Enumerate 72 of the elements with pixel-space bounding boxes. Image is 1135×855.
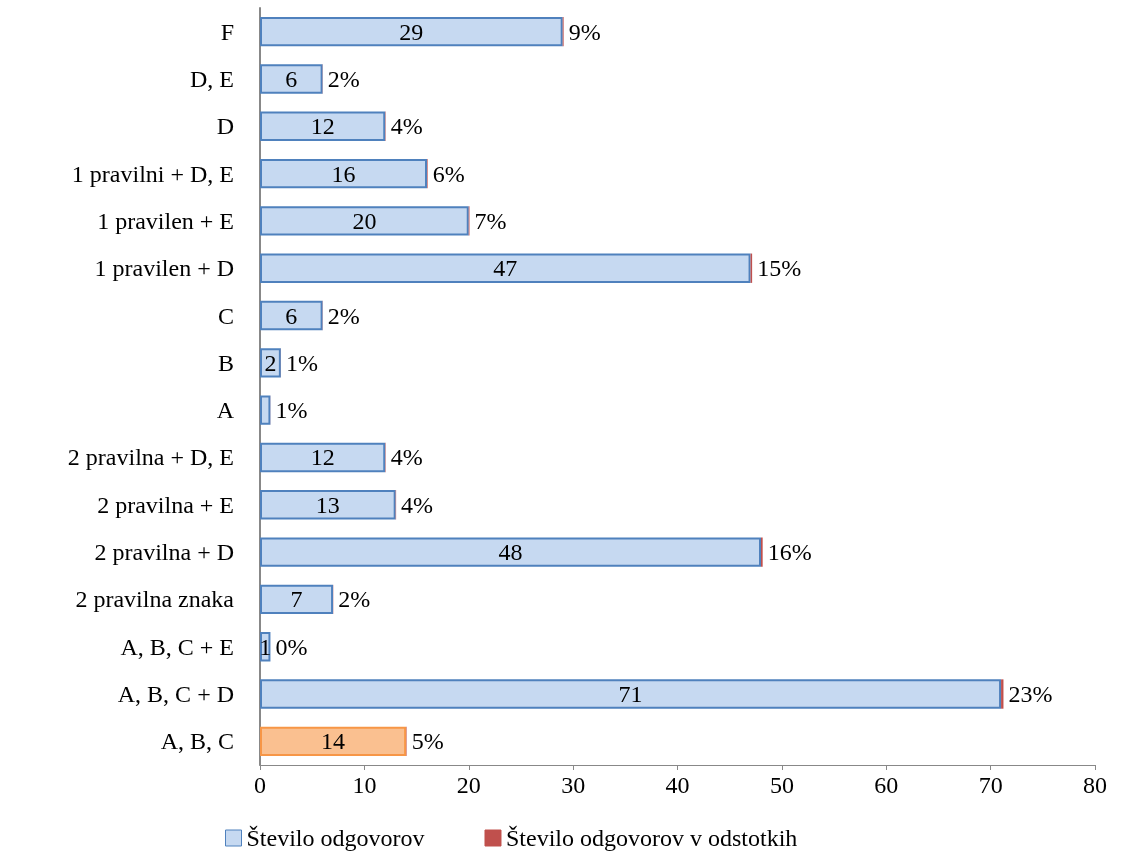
- bar: [260, 64, 323, 94]
- data-label: 6%: [432, 160, 465, 187]
- data-label: 23%: [1008, 681, 1053, 708]
- bar: [260, 253, 751, 283]
- bar: [260, 490, 396, 520]
- data-label: 2%: [338, 586, 371, 613]
- bar: [260, 537, 761, 567]
- y-tick-label: D: [216, 113, 234, 140]
- data-label: 12: [310, 444, 335, 471]
- data-label: 2%: [327, 65, 360, 92]
- x-tick-label: 60: [874, 772, 899, 798]
- data-label: 7: [290, 586, 303, 613]
- y-tick-label: C: [217, 302, 234, 329]
- y-tick-label: D, E: [190, 65, 234, 92]
- y-tick-label: A: [216, 397, 235, 424]
- x-tick-label: 40: [665, 772, 690, 798]
- bar: [260, 584, 334, 615]
- x-tick-label: 20: [456, 772, 481, 798]
- y-tick-label: 2 pravilna znaka: [75, 586, 235, 613]
- data-label: 4%: [390, 444, 423, 471]
- data-label: 0%: [275, 633, 308, 660]
- data-label: 14: [321, 728, 346, 755]
- legend-label: Število odgovorov: [246, 825, 425, 851]
- x-tick-label: 70: [978, 772, 1003, 798]
- bar: [260, 679, 1002, 709]
- x-tick-label: 80: [1083, 772, 1107, 798]
- y-tick-label: 2 pravilna + E: [97, 491, 234, 518]
- data-label: 71: [618, 681, 643, 708]
- x-tick-label: 0: [254, 772, 266, 798]
- bar: [260, 395, 271, 425]
- x-tick-label: 10: [352, 772, 377, 798]
- y-tick-label: F: [220, 18, 234, 45]
- data-label: 16: [331, 160, 356, 187]
- y-tick-label: A, B, C: [160, 728, 234, 755]
- bar: [260, 16, 563, 47]
- bar: [260, 442, 386, 473]
- data-label: 9%: [568, 18, 601, 45]
- data-label: 47: [493, 255, 518, 282]
- data-label: 6: [285, 302, 298, 329]
- y-tick-label: 1 pravilen + D: [94, 255, 234, 282]
- data-label: 16%: [767, 539, 812, 566]
- data-label: 6: [285, 65, 298, 92]
- data-label: 15%: [757, 255, 802, 282]
- x-tick-label: 50: [769, 772, 794, 798]
- data-label: 4%: [390, 113, 423, 140]
- y-tick-label: 1 pravilen + E: [97, 207, 234, 234]
- data-label: 1: [259, 633, 272, 660]
- y-tick-label: A, B, C + D: [117, 681, 234, 708]
- legend-label: Število odgovorov v odstotkih: [506, 825, 798, 851]
- bar: [260, 111, 386, 141]
- data-label: 13: [315, 491, 340, 518]
- y-tick-label: 2 pravilna + D: [94, 539, 234, 566]
- y-tick-label: B: [217, 349, 234, 376]
- data-label: 2%: [327, 302, 360, 329]
- data-label: 20: [352, 207, 377, 234]
- bar: [260, 206, 469, 236]
- y-tick-label: 1 pravilni + D, E: [71, 160, 234, 187]
- data-label: 12: [310, 113, 335, 140]
- data-label: 5%: [411, 728, 444, 755]
- data-label: 2: [264, 349, 277, 376]
- y-tick-label: 2 pravilna + D, E: [67, 444, 234, 471]
- data-label: 48: [498, 539, 523, 566]
- data-label: 7%: [474, 207, 507, 234]
- bar: [260, 726, 407, 757]
- x-tick-label: 30: [561, 772, 586, 798]
- bar: [260, 158, 427, 189]
- y-tick-label: A, B, C + E: [120, 633, 234, 660]
- data-label: 4%: [401, 491, 434, 518]
- data-label: 1%: [275, 397, 308, 424]
- data-label: 29: [399, 18, 424, 45]
- data-label: 1%: [285, 349, 318, 376]
- bar: [260, 300, 323, 331]
